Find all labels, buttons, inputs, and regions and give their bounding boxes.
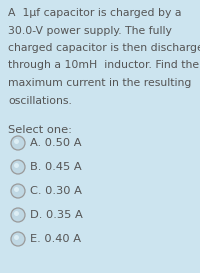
Text: D. 0.35 A: D. 0.35 A <box>30 210 83 220</box>
Circle shape <box>14 139 19 144</box>
Circle shape <box>11 184 25 198</box>
Circle shape <box>14 163 19 168</box>
Circle shape <box>11 208 25 222</box>
Circle shape <box>11 160 25 174</box>
Text: A  1μf capacitor is charged by a: A 1μf capacitor is charged by a <box>8 8 182 18</box>
Text: Select one:: Select one: <box>8 125 72 135</box>
Text: E. 0.40 A: E. 0.40 A <box>30 234 81 244</box>
Text: charged capacitor is then discharged: charged capacitor is then discharged <box>8 43 200 53</box>
Circle shape <box>14 211 19 216</box>
Text: B. 0.45 A: B. 0.45 A <box>30 162 82 172</box>
Text: oscillations.: oscillations. <box>8 96 72 105</box>
Circle shape <box>14 187 19 192</box>
Text: 30.0-V power supply. The fully: 30.0-V power supply. The fully <box>8 25 172 35</box>
Text: A. 0.50 A: A. 0.50 A <box>30 138 82 148</box>
Circle shape <box>11 232 25 246</box>
Circle shape <box>14 235 19 240</box>
Text: C. 0.30 A: C. 0.30 A <box>30 186 82 196</box>
Text: through a 10mH  inductor. Find the: through a 10mH inductor. Find the <box>8 61 199 70</box>
Circle shape <box>11 136 25 150</box>
Text: maximum current in the resulting: maximum current in the resulting <box>8 78 191 88</box>
